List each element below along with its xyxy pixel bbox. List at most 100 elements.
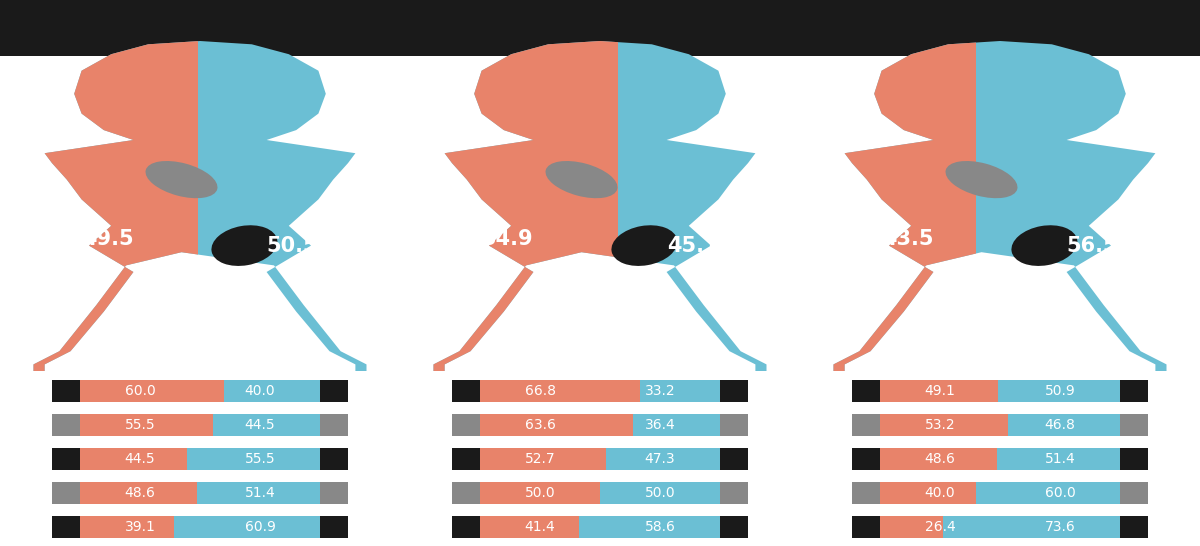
Text: 54.9: 54.9: [481, 229, 533, 249]
Bar: [1120, 517, 1148, 538]
Bar: [720, 414, 748, 436]
Text: 58.6: 58.6: [644, 520, 676, 534]
Bar: [852, 517, 880, 538]
Bar: [320, 448, 348, 470]
Bar: [606, 448, 720, 470]
Text: 40.0: 40.0: [925, 486, 955, 500]
Bar: [197, 483, 320, 503]
Ellipse shape: [546, 161, 618, 198]
Bar: [880, 381, 998, 401]
Bar: [480, 483, 600, 503]
Text: 47.3: 47.3: [644, 452, 676, 466]
Text: 26.4: 26.4: [925, 520, 955, 534]
Polygon shape: [34, 41, 366, 371]
Bar: [214, 414, 320, 436]
Bar: [998, 381, 1120, 401]
Text: 48.6: 48.6: [924, 452, 955, 466]
Polygon shape: [834, 41, 1166, 371]
Bar: [452, 483, 480, 503]
Bar: [976, 483, 1120, 503]
Ellipse shape: [145, 161, 217, 198]
Polygon shape: [433, 41, 767, 371]
Polygon shape: [34, 41, 366, 371]
Text: 50.5: 50.5: [266, 236, 318, 256]
Text: 36.4: 36.4: [644, 418, 676, 432]
Bar: [452, 517, 480, 538]
Bar: [52, 414, 80, 436]
Bar: [320, 381, 348, 401]
Bar: [880, 517, 943, 538]
Text: 50.9: 50.9: [1045, 384, 1075, 398]
Text: 55.5: 55.5: [125, 418, 155, 432]
Bar: [997, 448, 1120, 470]
Bar: [80, 381, 224, 401]
Bar: [880, 448, 997, 470]
Bar: [452, 448, 480, 470]
Bar: [174, 517, 320, 538]
Text: 40.0: 40.0: [245, 384, 275, 398]
Bar: [720, 448, 748, 470]
Bar: [224, 381, 320, 401]
Text: 53.2: 53.2: [925, 418, 955, 432]
Text: 60.9: 60.9: [245, 520, 276, 534]
Bar: [852, 448, 880, 470]
Bar: [480, 414, 632, 436]
Ellipse shape: [946, 161, 1018, 198]
Polygon shape: [834, 41, 1166, 371]
Text: 66.8: 66.8: [524, 384, 556, 398]
Text: 39.1: 39.1: [125, 520, 156, 534]
Bar: [852, 483, 880, 503]
Polygon shape: [433, 41, 767, 371]
Bar: [80, 517, 174, 538]
Bar: [632, 414, 720, 436]
Bar: [480, 381, 641, 401]
Text: 50.0: 50.0: [524, 486, 556, 500]
Ellipse shape: [211, 225, 277, 266]
Text: 49.5: 49.5: [82, 229, 133, 249]
Bar: [880, 414, 1008, 436]
Bar: [852, 414, 880, 436]
Text: 52.7: 52.7: [524, 452, 556, 466]
Text: 63.6: 63.6: [524, 418, 556, 432]
Text: 33.2: 33.2: [644, 384, 676, 398]
Bar: [720, 517, 748, 538]
Ellipse shape: [1012, 225, 1078, 266]
Text: 50.0: 50.0: [644, 486, 676, 500]
Bar: [320, 517, 348, 538]
Text: 44.5: 44.5: [245, 418, 275, 432]
Bar: [1120, 483, 1148, 503]
Bar: [52, 448, 80, 470]
Bar: [187, 448, 320, 470]
Bar: [600, 483, 720, 503]
Text: 60.0: 60.0: [125, 384, 155, 398]
Text: 41.4: 41.4: [524, 520, 556, 534]
Text: 46.8: 46.8: [1044, 418, 1075, 432]
Text: 44.5: 44.5: [125, 452, 155, 466]
Text: 48.6: 48.6: [125, 486, 156, 500]
Bar: [1120, 448, 1148, 470]
Bar: [580, 517, 720, 538]
Text: 49.1: 49.1: [924, 384, 955, 398]
Bar: [720, 483, 748, 503]
Bar: [880, 483, 976, 503]
Bar: [52, 483, 80, 503]
Bar: [452, 414, 480, 436]
Text: 45.1: 45.1: [667, 236, 719, 256]
Text: 51.4: 51.4: [1045, 452, 1075, 466]
Bar: [720, 381, 748, 401]
Bar: [0, 0, 1200, 56]
Bar: [480, 448, 606, 470]
Bar: [641, 381, 720, 401]
Bar: [1120, 381, 1148, 401]
Bar: [320, 414, 348, 436]
Text: 56.5: 56.5: [1067, 236, 1118, 256]
Bar: [852, 381, 880, 401]
Bar: [1120, 414, 1148, 436]
Bar: [1008, 414, 1120, 436]
Bar: [80, 483, 197, 503]
Text: 43.5: 43.5: [882, 229, 934, 249]
Bar: [52, 517, 80, 538]
Bar: [80, 448, 187, 470]
Bar: [52, 381, 80, 401]
Bar: [320, 483, 348, 503]
